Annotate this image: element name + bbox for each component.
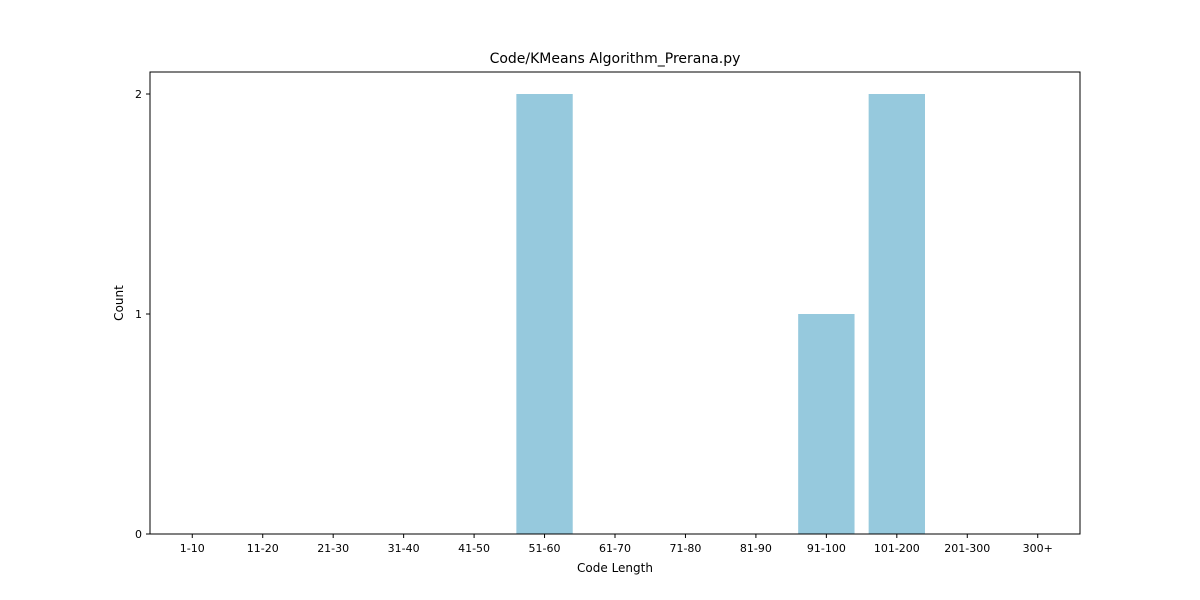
x-axis-title: Code Length [577, 561, 653, 575]
bar-91-100 [798, 314, 855, 534]
y-axis-title: Count [112, 285, 126, 321]
x-tick-label: 21-30 [317, 542, 349, 555]
x-tick-label: 31-40 [388, 542, 420, 555]
plot-frame [149, 71, 1081, 535]
x-tick-label: 91-100 [807, 542, 846, 555]
x-tick-label: 51-60 [529, 542, 561, 555]
x-tick-label: 71-80 [669, 542, 701, 555]
x-tick-label: 41-50 [458, 542, 490, 555]
x-tick-label: 201-300 [944, 542, 990, 555]
x-tick-label: 1-10 [180, 542, 205, 555]
x-tick-label: 300+ [1023, 542, 1053, 555]
x-tick-label: 61-70 [599, 542, 631, 555]
y-axis: 0 1 2 [135, 88, 150, 541]
bar-101-200 [868, 94, 925, 534]
x-tick-label: 11-20 [247, 542, 279, 555]
bar-51-60 [516, 94, 573, 534]
y-tick-label: 2 [135, 88, 142, 101]
x-tick-label: 81-90 [740, 542, 772, 555]
x-axis: 1-10 11-20 21-30 31-40 41-50 51-60 61-70 71-80 8… [180, 534, 1053, 555]
chart-title: Code/KMeans Algorithm_Prerana.py [490, 51, 741, 67]
y-tick-label: 1 [135, 308, 142, 321]
x-tick-label: 101-200 [874, 542, 920, 555]
y-tick-label: 0 [135, 528, 142, 541]
bars-layer [516, 94, 925, 534]
